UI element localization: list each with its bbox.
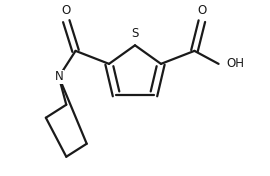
Text: N: N	[55, 70, 63, 83]
Text: O: O	[62, 4, 71, 17]
Text: S: S	[131, 27, 139, 40]
Text: OH: OH	[226, 57, 244, 70]
Text: O: O	[197, 4, 207, 17]
